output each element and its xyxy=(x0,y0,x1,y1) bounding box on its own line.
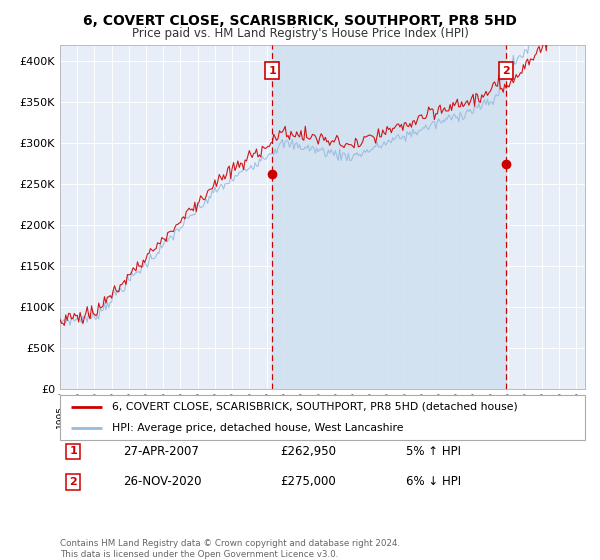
Text: 2007: 2007 xyxy=(262,405,271,428)
Text: 2003: 2003 xyxy=(193,405,202,428)
Text: 2014: 2014 xyxy=(383,405,392,427)
Text: HPI: Average price, detached house, West Lancashire: HPI: Average price, detached house, West… xyxy=(113,422,404,432)
Text: 1996: 1996 xyxy=(73,405,82,428)
Text: 5% ↑ HPI: 5% ↑ HPI xyxy=(407,445,461,458)
Text: 2021: 2021 xyxy=(503,405,512,427)
Text: 2001: 2001 xyxy=(159,405,168,428)
Text: 2025: 2025 xyxy=(572,405,581,427)
Text: 2008: 2008 xyxy=(279,405,288,428)
Text: 2019: 2019 xyxy=(469,405,478,428)
Text: 2: 2 xyxy=(69,477,77,487)
Text: 2004: 2004 xyxy=(211,405,220,427)
Bar xyxy=(272,45,506,389)
Text: £262,950: £262,950 xyxy=(281,445,337,458)
Text: 1997: 1997 xyxy=(90,405,99,428)
Text: 2023: 2023 xyxy=(538,405,547,427)
Text: 27-APR-2007: 27-APR-2007 xyxy=(123,445,199,458)
Text: 2006: 2006 xyxy=(245,405,254,428)
Text: 2009: 2009 xyxy=(296,405,305,428)
Text: 2015: 2015 xyxy=(400,405,409,428)
Text: 2016: 2016 xyxy=(417,405,426,428)
Text: 6, COVERT CLOSE, SCARISBRICK, SOUTHPORT, PR8 5HD: 6, COVERT CLOSE, SCARISBRICK, SOUTHPORT,… xyxy=(83,14,517,28)
Text: 2018: 2018 xyxy=(451,405,460,428)
Text: 1999: 1999 xyxy=(124,405,133,428)
Text: 2022: 2022 xyxy=(520,405,529,427)
Text: 26-NOV-2020: 26-NOV-2020 xyxy=(123,475,202,488)
Text: 2002: 2002 xyxy=(176,405,185,427)
Text: 2020: 2020 xyxy=(486,405,495,427)
Text: Price paid vs. HM Land Registry's House Price Index (HPI): Price paid vs. HM Land Registry's House … xyxy=(131,27,469,40)
Text: 1: 1 xyxy=(268,66,276,76)
Text: 2012: 2012 xyxy=(348,405,357,427)
Text: 2011: 2011 xyxy=(331,405,340,428)
Text: 2024: 2024 xyxy=(554,405,563,427)
Text: 2013: 2013 xyxy=(365,405,374,428)
Text: 2010: 2010 xyxy=(314,405,323,428)
Text: 2: 2 xyxy=(502,66,509,76)
Text: 6% ↓ HPI: 6% ↓ HPI xyxy=(407,475,461,488)
Text: 1998: 1998 xyxy=(107,405,116,428)
Text: £275,000: £275,000 xyxy=(281,475,336,488)
Text: 1: 1 xyxy=(69,446,77,456)
Text: 2017: 2017 xyxy=(434,405,443,428)
Text: Contains HM Land Registry data © Crown copyright and database right 2024.
This d: Contains HM Land Registry data © Crown c… xyxy=(60,539,400,559)
Text: 1995: 1995 xyxy=(56,405,65,428)
Text: 2005: 2005 xyxy=(227,405,236,428)
Text: 6, COVERT CLOSE, SCARISBRICK, SOUTHPORT, PR8 5HD (detached house): 6, COVERT CLOSE, SCARISBRICK, SOUTHPORT,… xyxy=(113,402,518,412)
Text: 2000: 2000 xyxy=(142,405,151,428)
